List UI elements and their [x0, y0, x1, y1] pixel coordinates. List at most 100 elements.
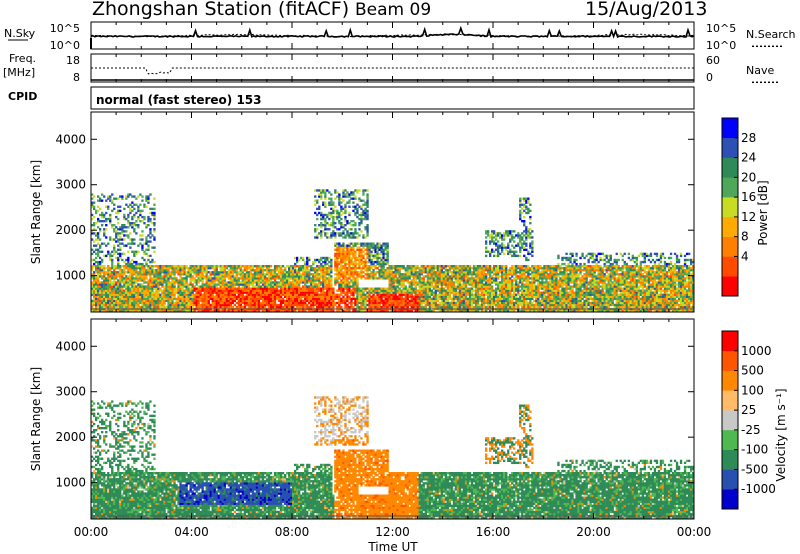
- power-cell: [101, 277, 104, 280]
- power-cell: [151, 246, 154, 249]
- power-cell: [267, 273, 271, 276]
- power-cell: [392, 291, 395, 294]
- power-cell: [235, 295, 239, 298]
- power-cell: [384, 299, 387, 303]
- power-cell: [406, 297, 409, 301]
- power-cell: [195, 283, 198, 286]
- power-cell: [163, 299, 166, 303]
- power-cell: [348, 289, 351, 292]
- power-cell: [239, 275, 243, 278]
- power-cell: [400, 305, 403, 309]
- power-cell: [221, 305, 224, 309]
- power-cell: [312, 287, 315, 290]
- power-cell: [440, 303, 444, 307]
- power-cell: [444, 293, 448, 296]
- nave-tick-bottom: 0: [706, 71, 713, 84]
- power-cell: [458, 299, 462, 303]
- power-cell: [261, 297, 265, 301]
- power-cell: [117, 244, 120, 247]
- power-cell: [378, 301, 381, 305]
- power-cell: [221, 271, 224, 274]
- power-cell: [360, 271, 363, 274]
- power-cell: [408, 269, 411, 272]
- power-cell: [322, 271, 325, 274]
- power-cell: [227, 301, 231, 305]
- power-cell: [189, 265, 192, 268]
- power-cell: [394, 303, 397, 307]
- power-cell: [316, 217, 319, 221]
- power-cell: [424, 291, 428, 294]
- power-cell: [288, 271, 291, 274]
- power-cell: [229, 297, 233, 301]
- power-cell: [438, 271, 442, 274]
- power-cell: [438, 301, 442, 305]
- power-cell: [221, 267, 224, 270]
- power-cell: [364, 310, 367, 313]
- power-cell: [316, 277, 319, 280]
- power-cell: [131, 299, 134, 303]
- power-cell: [197, 291, 200, 294]
- power-cell: [366, 228, 369, 231]
- power-cell: [406, 310, 409, 313]
- power-cell: [201, 279, 204, 282]
- power-cell: [133, 213, 136, 217]
- power-cell: [191, 295, 194, 298]
- power-cell: [438, 310, 442, 313]
- power-cell: [300, 277, 303, 280]
- power-cell: [332, 295, 335, 298]
- power-cell: [332, 301, 335, 305]
- power-cell: [354, 195, 357, 198]
- power-cell: [189, 289, 192, 292]
- power-cell: [314, 230, 317, 233]
- power-cell: [294, 279, 297, 282]
- power-cell: [462, 295, 466, 298]
- power-cell: [133, 230, 136, 233]
- power-cell: [438, 303, 442, 307]
- power-cell: [233, 281, 237, 284]
- power-cell: [247, 297, 251, 301]
- power-cell: [324, 265, 327, 268]
- power-cell: [364, 258, 367, 262]
- power-cell: [306, 267, 309, 270]
- power-cell: [412, 297, 415, 301]
- power-cell: [384, 246, 387, 249]
- power-cell: [251, 301, 255, 305]
- power-cell: [390, 273, 393, 276]
- power-cell: [308, 301, 311, 305]
- power-cell: [322, 189, 325, 192]
- power-cell: [356, 209, 359, 213]
- power-cell: [424, 303, 428, 307]
- power-cell: [296, 277, 299, 280]
- power-cell: [165, 295, 168, 298]
- power-cell: [396, 301, 399, 305]
- power-cell: [372, 293, 375, 296]
- power-cell: [131, 287, 134, 290]
- power-cell: [356, 277, 359, 280]
- power-cell: [442, 265, 446, 268]
- power-cell: [314, 199, 317, 202]
- power-cell: [139, 271, 142, 274]
- power-cell: [462, 283, 466, 286]
- power-cell: [183, 265, 186, 268]
- power-cell: [340, 269, 343, 272]
- power-cell: [298, 271, 301, 274]
- power-cell: [93, 289, 96, 292]
- power-cell: [330, 201, 333, 204]
- power-cell: [125, 234, 128, 237]
- power-cell: [153, 269, 156, 272]
- power-cell: [384, 303, 387, 307]
- power-cell: [348, 258, 351, 262]
- power-cell: [103, 303, 106, 307]
- power-cell: [466, 273, 470, 276]
- power-cell: [338, 287, 341, 290]
- power-cell: [434, 299, 438, 303]
- power-cell: [452, 303, 456, 307]
- power-cell: [157, 310, 160, 313]
- power-cell: [213, 291, 216, 294]
- power-cell: [271, 271, 275, 274]
- power-cell: [292, 269, 295, 272]
- power-cell: [113, 283, 116, 286]
- power-cell: [93, 262, 96, 266]
- power-cell: [398, 301, 401, 305]
- power-cell: [105, 295, 108, 298]
